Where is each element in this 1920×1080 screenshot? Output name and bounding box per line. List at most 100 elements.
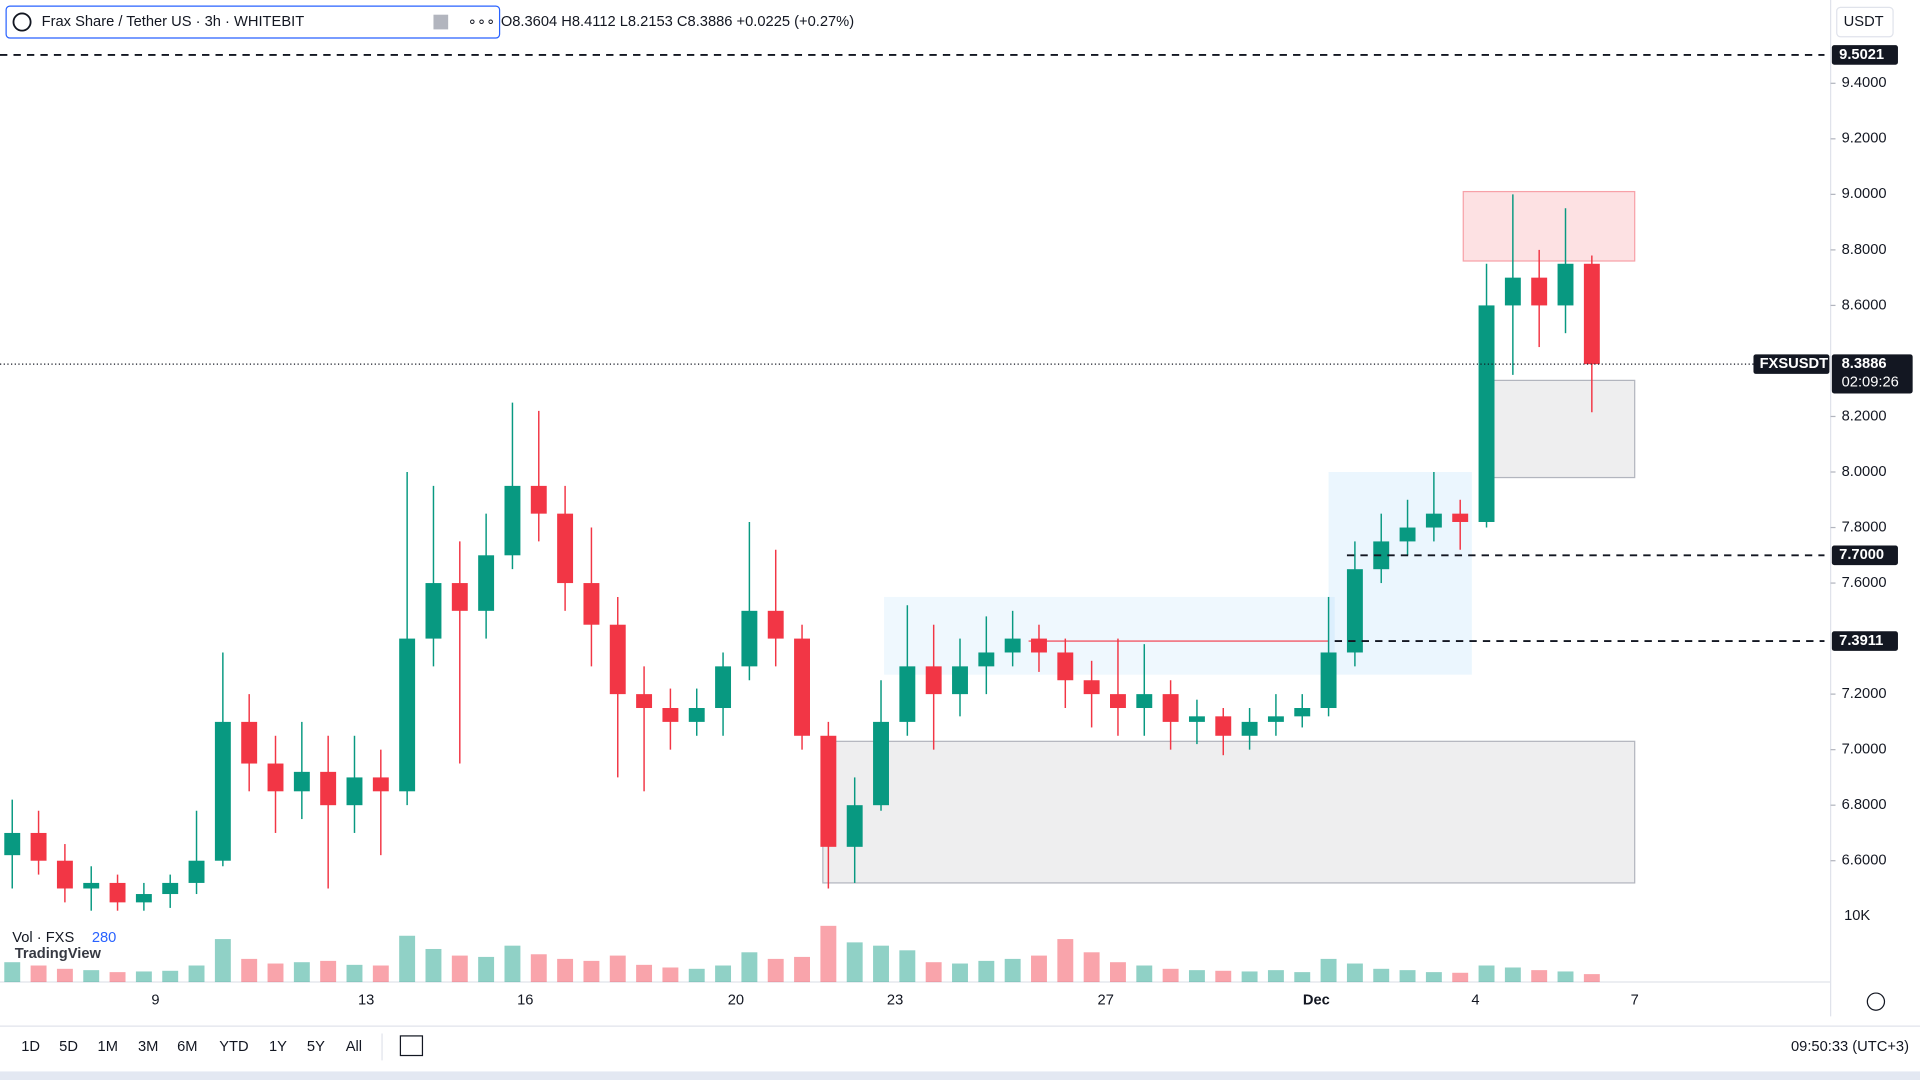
countdown: 02:09:26 <box>1842 374 1899 390</box>
volume-bar <box>873 945 889 983</box>
candle-body <box>267 763 284 792</box>
candle-body <box>1320 652 1337 709</box>
level-label-box <box>1831 545 1898 566</box>
x-tick-label: 27 <box>1098 992 1114 1008</box>
volume-bar <box>1583 974 1600 983</box>
volume-tick-label: 10K <box>1844 908 1870 924</box>
level-label: 9.5021 <box>1839 47 1884 63</box>
brand: TradingView <box>15 946 102 962</box>
symbol-box[interactable] <box>5 5 501 39</box>
market-icon <box>433 14 449 30</box>
candle-body <box>56 860 73 889</box>
range-button[interactable]: 1M <box>98 1039 118 1055</box>
volume-bar <box>56 968 73 983</box>
range-button[interactable]: YTD <box>219 1039 248 1055</box>
y-tick-label: 7.2000 <box>1842 686 1887 702</box>
volume-bar <box>1188 970 1205 983</box>
candle-body <box>873 721 889 806</box>
currency-box[interactable] <box>1836 6 1894 38</box>
candle-body <box>1057 652 1074 681</box>
volume-bar <box>1294 972 1311 983</box>
volume-label: Vol · FXS <box>12 930 74 946</box>
candle-body <box>1452 513 1469 522</box>
range-button[interactable]: 1Y <box>269 1039 287 1055</box>
volume-bar <box>135 971 152 983</box>
candle-body <box>741 610 758 667</box>
zone <box>1462 190 1636 262</box>
candle-body <box>1557 263 1574 306</box>
bottom-strip <box>0 1071 1920 1080</box>
volume-bar <box>346 964 363 983</box>
symbol-tag <box>1753 354 1830 374</box>
symbol-title: Frax Share / Tether US · 3h · WHITEBIT <box>42 14 305 30</box>
candle-body <box>293 771 310 792</box>
volume-bar <box>83 970 100 983</box>
volume-bar <box>583 960 600 983</box>
calendar-icon[interactable] <box>399 1035 424 1057</box>
zone <box>884 596 1335 675</box>
candle-body <box>794 638 810 736</box>
volume-bar <box>688 968 705 983</box>
y-tick-label: 9.4000 <box>1842 75 1887 91</box>
volume-bar <box>214 939 231 983</box>
candle-body <box>636 694 653 709</box>
candle-body <box>820 735 837 847</box>
y-tick-label: 8.8000 <box>1842 242 1887 258</box>
volume-bar <box>1215 970 1232 983</box>
candle-body <box>1531 277 1548 306</box>
candle-body <box>1294 708 1311 717</box>
candle-body <box>1136 694 1153 709</box>
candle-body <box>1241 721 1258 736</box>
volume-bar <box>1452 972 1469 983</box>
volume-bar <box>1031 955 1047 983</box>
candle-body <box>978 652 995 667</box>
volume-bar <box>109 972 126 983</box>
volume-bar <box>1004 958 1021 983</box>
settings-icon[interactable] <box>1866 992 1886 1011</box>
volume-bar <box>504 945 521 983</box>
volume-bar <box>794 956 810 983</box>
volume-bar <box>636 964 653 983</box>
volume-bar <box>1478 965 1495 983</box>
range-button[interactable]: 5D <box>59 1039 78 1055</box>
y-tick-label: 9.2000 <box>1842 131 1887 147</box>
x-tick-label: 4 <box>1471 992 1479 1008</box>
y-tick-label: 8.6000 <box>1842 297 1887 313</box>
volume-bar <box>1425 972 1442 983</box>
candle-body <box>320 771 337 806</box>
volume-bar <box>478 956 495 983</box>
range-button[interactable]: 6M <box>177 1039 197 1055</box>
volume-bar <box>293 962 310 983</box>
y-tick-label: 6.8000 <box>1842 797 1887 813</box>
range-button[interactable]: All <box>346 1039 362 1055</box>
volume-bar <box>820 925 837 983</box>
candle-body <box>1188 716 1205 722</box>
volume-bar <box>1504 967 1521 983</box>
volume-bar <box>1346 963 1363 983</box>
volume-bar <box>1399 970 1416 983</box>
more-icon[interactable]: ∘∘∘ <box>468 14 496 30</box>
x-tick-label: 20 <box>728 992 744 1008</box>
volume-bar <box>399 935 416 983</box>
candle-body <box>241 721 258 764</box>
volume-last: 280 <box>92 930 117 946</box>
candle-body <box>135 894 152 903</box>
ohlc: O8.3604 H8.4112 L8.2153 C8.3886 +0.0225 … <box>501 14 854 30</box>
volume-bar <box>1531 970 1548 983</box>
volume-bar <box>1136 965 1153 983</box>
range-button[interactable]: 1D <box>21 1039 40 1055</box>
candle-body <box>1583 263 1600 365</box>
candle-body <box>504 485 521 556</box>
volume-bar <box>899 950 916 983</box>
candle-body <box>214 721 231 861</box>
range-button[interactable]: 3M <box>138 1039 158 1055</box>
candle-body <box>846 805 863 847</box>
volume-bar <box>1110 962 1126 983</box>
range-button[interactable]: 5Y <box>307 1039 325 1055</box>
volume-bar <box>662 967 679 983</box>
volume-bar <box>557 958 574 983</box>
candle-body <box>1425 513 1442 528</box>
volume-bar <box>4 962 21 983</box>
candle-body <box>1504 277 1521 306</box>
level-label: 7.3911 <box>1839 633 1883 649</box>
